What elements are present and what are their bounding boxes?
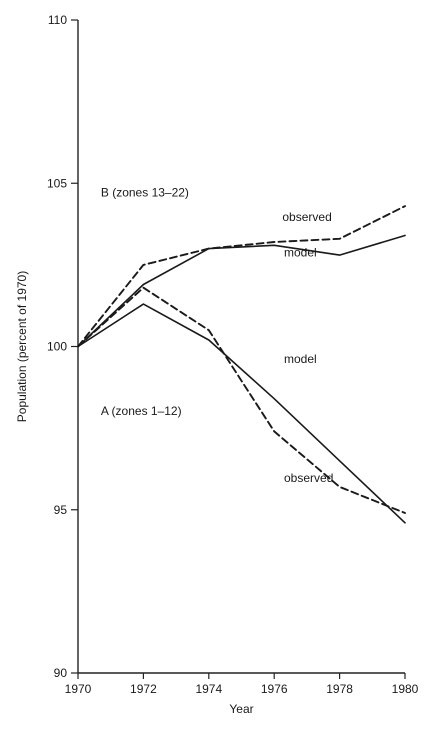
series-a-observed-line (77, 286, 406, 514)
x-axis-title: Year (229, 702, 253, 716)
label-b-group: B (zones 13–22) (101, 185, 189, 199)
label-b-model: model (284, 246, 317, 260)
series-b-observed-line (77, 205, 406, 348)
series-a-model-line (77, 303, 406, 524)
x-tick-label: 1974 (195, 682, 222, 696)
y-tick-label: 110 (48, 13, 67, 27)
x-tick-label: 1976 (261, 682, 288, 696)
y-tick-label: 105 (47, 176, 67, 190)
x-tick-label: 1978 (326, 682, 353, 696)
axes: 90 95 100 105 110 1970 1972 1974 1976 1978 1980 (47, 13, 419, 696)
y-tick-label: 100 (47, 340, 67, 354)
label-a-model: model (284, 352, 317, 366)
label-a-group: A (zones 1–12) (101, 404, 182, 418)
label-a-observed: observed (284, 471, 333, 485)
annotations: B (zones 13–22) observed model model A (zone… (101, 185, 333, 485)
x-tick-label: 1972 (130, 682, 157, 696)
y-axis-title: Population (percent of 1970) (15, 271, 29, 422)
label-b-observed: observed (282, 210, 331, 224)
y-tick-label: 95 (54, 503, 68, 517)
y-tick-label: 90 (54, 666, 68, 680)
series-b-model-line (77, 234, 406, 348)
series-lines (77, 205, 406, 524)
x-tick-label: 1980 (392, 682, 419, 696)
x-tick-label: 1970 (65, 682, 92, 696)
